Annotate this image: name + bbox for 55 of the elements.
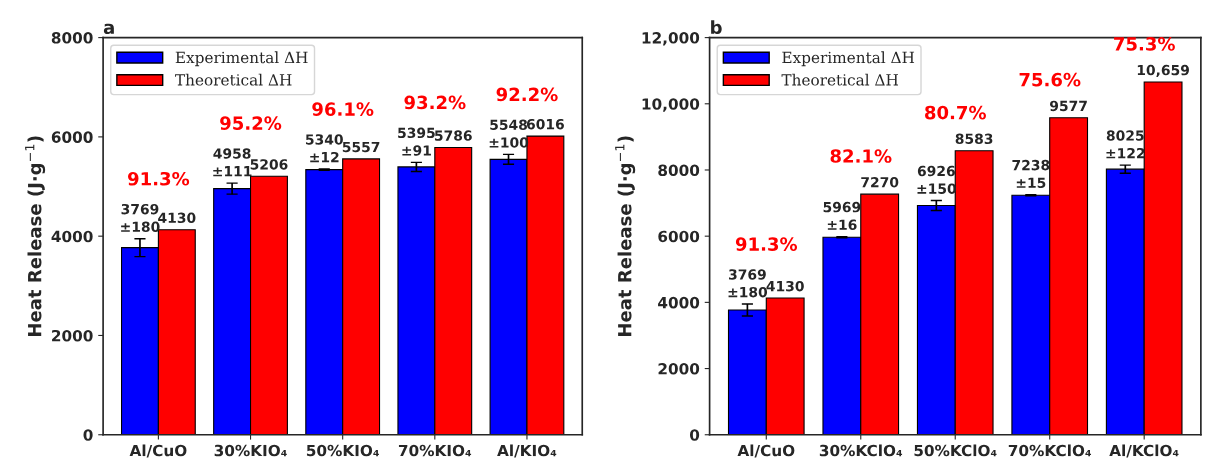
x-tick-label: Al/KIO₄	[497, 444, 557, 458]
annotation: 96.1%	[312, 102, 374, 116]
x-tick-label: 50%KClO₄	[914, 444, 997, 457]
y-tick-label: 4000	[658, 296, 700, 309]
data-label: 8583	[955, 133, 993, 145]
data-label: 9577	[1050, 100, 1087, 112]
annotation: 95.2%	[220, 116, 282, 130]
y-tick-label: 10,000	[642, 98, 700, 112]
data-label: 6016	[526, 118, 564, 130]
y-tick-label: 2000	[52, 329, 93, 342]
y-tick-label: 8000	[51, 32, 93, 44]
annotation: 80.7%	[925, 105, 986, 120]
data-label: 7238 ±15	[1012, 159, 1050, 189]
x-tick-label: Al/CuO	[737, 444, 795, 458]
data-label: 5786	[434, 130, 472, 141]
annotation: 91.3%	[735, 237, 798, 251]
y-tick-label: 6000	[51, 131, 93, 143]
x-tick-label: 30%KIO₄	[214, 444, 287, 457]
x-tick-label: Al/CuO	[129, 444, 187, 458]
legend-label: Theoretical ΔH	[781, 73, 898, 86]
y-tick-label: 12,000	[642, 32, 700, 46]
x-tick-label: 50%KIO₄	[306, 444, 379, 457]
data-label: 3769 ±180	[728, 269, 768, 298]
x-tick-label: 30%KClO₄	[819, 444, 903, 457]
y-tick-label: 0	[689, 429, 700, 441]
legend-label: Experimental ΔH	[782, 51, 915, 67]
data-label: 5340 ±12	[305, 134, 343, 163]
data-label: 5395 ±91	[398, 127, 435, 156]
chart-title: a	[103, 23, 114, 35]
annotation: 93.2%	[404, 95, 466, 110]
y-tick-label: 2000	[658, 363, 700, 375]
x-tick-label: 70%KIO₄	[398, 444, 472, 457]
y-tick-label: 6000	[658, 230, 700, 243]
chart-title: b	[711, 20, 722, 35]
y-tick-label: 0	[83, 429, 93, 441]
x-tick-label: Al/KClO₄	[1109, 444, 1179, 458]
annotation: 91.3%	[128, 171, 190, 186]
data-label: 10,659	[1137, 64, 1189, 78]
y-axis-title: Heat Release (J·g$^{−1}$)	[615, 136, 636, 336]
data-label: 7270	[861, 176, 899, 188]
annotation: 92.2%	[496, 87, 558, 102]
data-label: 4130	[158, 212, 196, 224]
y-tick-label: 8000	[658, 164, 700, 176]
y-axis-title: Heat Release (J·g$^{−1}$)	[25, 136, 46, 336]
data-label: 4130	[766, 280, 804, 292]
legend-label: Theoretical ΔH	[175, 73, 292, 86]
data-label: 4958 ±111	[213, 148, 252, 177]
annotation: 75.6%	[1019, 72, 1081, 87]
annotation: 75.3%	[1114, 37, 1175, 51]
y-tick-label: 4000	[51, 230, 93, 243]
x-tick-label: 70%KClO₄	[1008, 444, 1092, 457]
annotation: 82.1%	[830, 149, 892, 163]
data-label: 5557	[342, 141, 380, 153]
data-label: 5206	[250, 159, 288, 170]
legend-label: Experimental ΔH	[175, 51, 308, 67]
